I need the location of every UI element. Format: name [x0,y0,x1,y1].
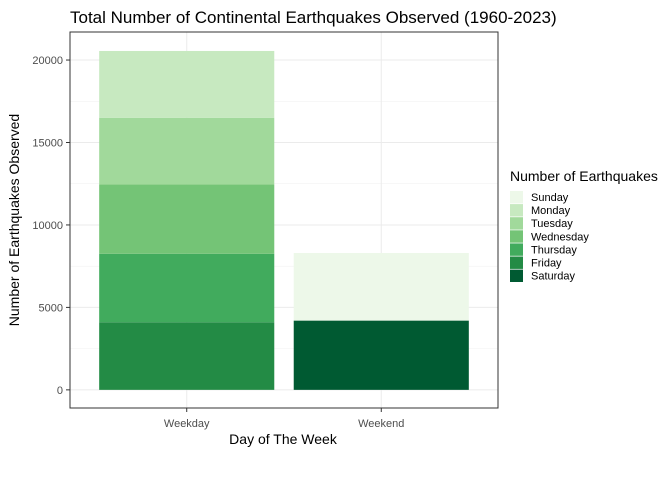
bar-segment-weekend-sunday [293,252,469,321]
legend-label-friday: Friday [531,258,562,270]
legend-label-tuesday: Tuesday [531,218,573,230]
y-tick-label: 5000 [39,302,63,314]
bar-segment-weekday-monday [99,50,275,118]
legend-key-thursday [510,243,523,256]
x-tick-label: Weekday [164,418,210,430]
y-tick-label: 20000 [32,55,63,67]
legend-label-sunday: Sunday [531,192,569,204]
y-tick-label: 0 [57,385,63,397]
bar-segment-weekend-saturday [293,320,469,390]
x-tick-label: Weekend [358,418,404,430]
bar-segment-weekday-wednesday [99,184,275,254]
legend-title: Number of Earthquakes [510,168,658,184]
bars-layer [99,50,469,390]
y-tick-label: 10000 [32,220,63,232]
x-axis-title: Day of The Week [229,431,338,447]
bar-segment-weekday-tuesday [99,117,275,185]
y-axis: 0 5000 10000 15000 20000 [32,55,70,397]
bar-segment-weekday-friday [99,322,275,390]
legend: Number of Earthquakes SundayMondayTuesda… [510,168,658,283]
legend-key-monday [510,204,523,217]
legend-label-thursday: Thursday [531,244,577,256]
bar-segment-weekday-thursday [99,253,275,323]
legend-key-friday [510,256,523,269]
y-axis-title: Number of Earthquakes Observed [6,114,22,326]
y-tick-label: 15000 [32,137,63,149]
legend-key-tuesday [510,217,523,230]
legend-label-monday: Monday [531,205,571,217]
legend-label-saturday: Saturday [531,271,576,283]
legend-key-saturday [510,269,523,282]
legend-label-wednesday: Wednesday [531,231,589,243]
x-axis: Weekday Weekend [164,408,404,430]
plot-panel-border [69,31,499,409]
legend-key-wednesday [510,230,523,243]
legend-key-sunday [510,191,523,204]
chart-title: Total Number of Continental Earthquakes … [70,8,557,27]
